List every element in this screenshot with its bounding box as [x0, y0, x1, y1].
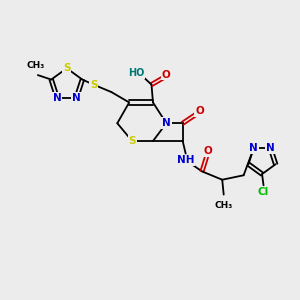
- Text: Cl: Cl: [258, 187, 269, 197]
- Text: N: N: [53, 93, 62, 103]
- Text: N: N: [249, 143, 258, 153]
- Text: S: S: [63, 63, 70, 73]
- Text: NH: NH: [177, 155, 194, 165]
- Text: S: S: [128, 136, 136, 146]
- Text: N: N: [72, 93, 81, 103]
- Text: HO: HO: [128, 68, 144, 78]
- Text: CH₃: CH₃: [26, 61, 45, 70]
- Text: O: O: [203, 146, 212, 156]
- Text: CH₃: CH₃: [214, 200, 233, 209]
- Text: O: O: [195, 106, 204, 116]
- Text: O: O: [162, 70, 171, 80]
- Text: S: S: [90, 80, 97, 90]
- Text: N: N: [266, 143, 275, 153]
- Text: N: N: [162, 118, 171, 128]
